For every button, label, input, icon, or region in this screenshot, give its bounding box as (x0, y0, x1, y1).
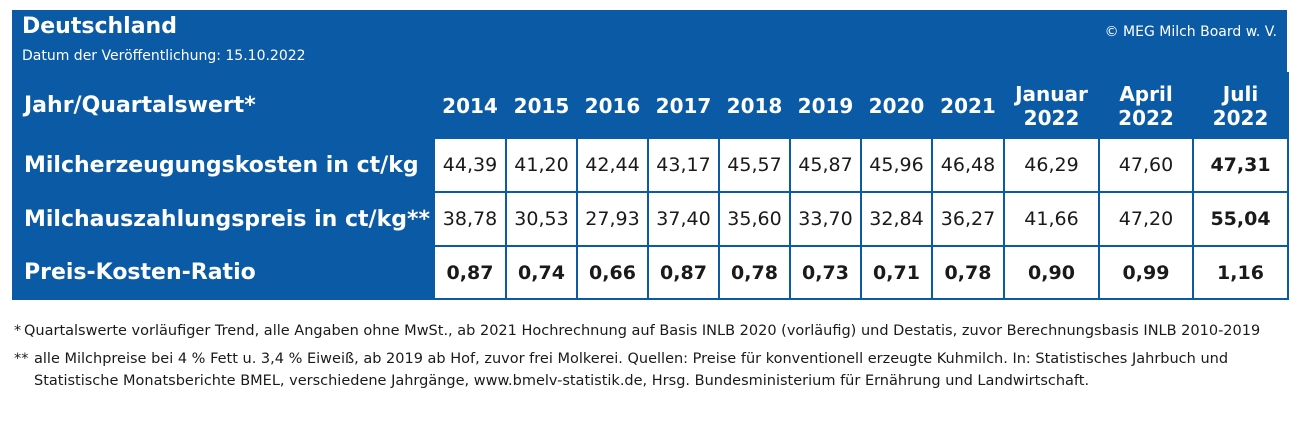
table-cell: 41,66 (1003, 191, 1100, 247)
row-label: Milchauszahlungspreis in ct/kg** (12, 191, 435, 247)
column-header-line: 2017 (655, 93, 712, 118)
publication-date: Datum der Veröffentlichung: 15.10.2022 (22, 48, 306, 64)
table-cell: 27,93 (576, 191, 649, 247)
column-header-line: 2016 (584, 93, 641, 118)
table-cell: 32,84 (860, 191, 933, 247)
table-cell: 47,20 (1098, 191, 1194, 247)
copyright-notice: © MEG Milch Board w. V. (1104, 24, 1277, 40)
table-cell: 44,39 (433, 137, 507, 193)
table-cell: 55,04 (1192, 191, 1289, 247)
column-header-line: Juli (1222, 81, 1259, 106)
column-header-line: Januar (1015, 81, 1088, 106)
table-cell: 0,73 (789, 245, 862, 300)
table-row: Milchauszahlungspreis in ct/kg** 38,78 30,… (12, 191, 1289, 247)
column-header: Januar 2022 (1003, 72, 1100, 139)
row-label: Preis-Kosten-Ratio (12, 245, 435, 300)
column-header: 2018 (718, 72, 791, 139)
column-header-line: 2015 (513, 93, 570, 118)
corner-label: Jahr/Quartalswert* (12, 72, 435, 139)
column-header: 2014 (433, 72, 507, 139)
page-title: Deutschland (22, 14, 177, 39)
table-cell: 47,31 (1192, 137, 1289, 193)
column-header-line: April (1119, 81, 1173, 106)
table-row: Milcherzeugungskosten in ct/kg 44,39 41,20… (12, 137, 1289, 193)
table-cell: 0,90 (1003, 245, 1100, 300)
table-cell: 45,87 (789, 137, 862, 193)
table-cell: 41,20 (505, 137, 578, 193)
column-header: 2020 (860, 72, 933, 139)
column-header: 2019 (789, 72, 862, 139)
table-cell: 45,96 (860, 137, 933, 193)
table-cell: 38,78 (433, 191, 507, 247)
table-cell: 0,71 (860, 245, 933, 300)
table-cell: 1,16 (1192, 245, 1289, 300)
table-cell: 43,17 (647, 137, 720, 193)
column-header-line: 2014 (442, 93, 498, 118)
footnote-2-mark: ** (14, 351, 29, 367)
milk-cost-table: Jahr/Quartalswert* 2014 2015 2016 2017 2018 20… (12, 72, 1289, 300)
table-cell: 35,60 (718, 191, 791, 247)
table-cell: 45,57 (718, 137, 791, 193)
table-row: Preis-Kosten-Ratio 0,87 0,74 0,66 0,87 0,78 0,… (12, 245, 1289, 300)
column-header-line: 2020 (868, 93, 925, 118)
column-header: 2021 (931, 72, 1005, 139)
table-cell: 0,87 (433, 245, 507, 300)
table-cell: 0,78 (718, 245, 791, 300)
column-header-line: 2022 (1212, 105, 1269, 130)
table-cell: 46,29 (1003, 137, 1100, 193)
column-header: 2017 (647, 72, 720, 139)
table-cell: 36,27 (931, 191, 1005, 247)
column-header: 2015 (505, 72, 578, 139)
table-cell: 0,74 (505, 245, 578, 300)
data-panel: Deutschland Datum der Veröffentlichung: … (12, 10, 1289, 300)
table-cell: 37,40 (647, 191, 720, 247)
table-cell: 0,99 (1098, 245, 1194, 300)
column-header-line: 2019 (797, 93, 854, 118)
column-header-line: 2021 (940, 93, 996, 118)
table-header-row: Jahr/Quartalswert* 2014 2015 2016 2017 2018 20… (12, 72, 1289, 139)
table-cell: 0,87 (647, 245, 720, 300)
column-header-line: 2018 (726, 93, 783, 118)
column-header: Juli 2022 (1192, 72, 1289, 139)
footnote-1: * Quartalswerte vorläufiger Trend, alle … (14, 320, 1284, 342)
footnote-1-mark: * (14, 323, 22, 339)
footnotes: * Quartalswerte vorläufiger Trend, alle … (14, 320, 1284, 398)
column-header-line: 2022 (1118, 105, 1174, 130)
footnote-1-text: Quartalswerte vorläufiger Trend, alle An… (24, 323, 1261, 339)
row-label: Milcherzeugungskosten in ct/kg (12, 137, 435, 193)
footnote-2: ** alle Milchpreise bei 4 % Fett u. 3,4 … (14, 348, 1284, 392)
footnote-2-text: alle Milchpreise bei 4 % Fett u. 3,4 % E… (34, 351, 1229, 389)
column-header: April 2022 (1098, 72, 1194, 139)
table-cell: 46,48 (931, 137, 1005, 193)
table-cell: 42,44 (576, 137, 649, 193)
column-header-line: 2022 (1023, 105, 1080, 130)
table-cell: 47,60 (1098, 137, 1194, 193)
table-cell: 0,78 (931, 245, 1005, 300)
table-cell: 33,70 (789, 191, 862, 247)
table-cell: 0,66 (576, 245, 649, 300)
table-cell: 30,53 (505, 191, 578, 247)
column-header: 2016 (576, 72, 649, 139)
